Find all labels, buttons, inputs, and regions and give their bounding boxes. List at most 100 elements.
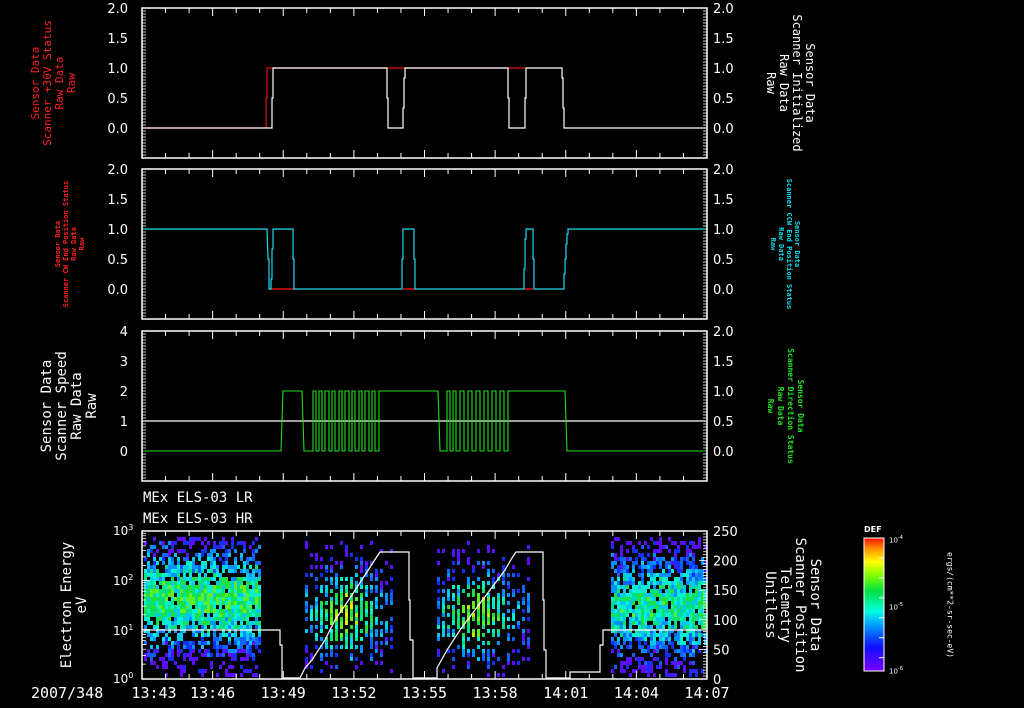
spectrogram-cell bbox=[477, 617, 480, 621]
spectrogram-cell bbox=[365, 601, 368, 605]
spectrogram-cell bbox=[150, 601, 153, 605]
spectrogram-cell bbox=[168, 569, 171, 573]
spectrogram-cell bbox=[641, 621, 644, 625]
spectrogram-cell bbox=[219, 557, 222, 561]
spectrogram-cell bbox=[240, 621, 243, 625]
panel-2-left-label: Sensor Data Scanner CW End Position Stat… bbox=[40, 169, 100, 319]
spectrogram-cell bbox=[315, 601, 318, 605]
spectrogram-cell bbox=[213, 589, 216, 593]
spectrogram-cell bbox=[216, 593, 219, 597]
spectrogram-cell bbox=[192, 657, 195, 661]
spectrogram-cell bbox=[222, 661, 225, 665]
spectrogram-cell bbox=[335, 577, 338, 581]
spectrogram-cell bbox=[442, 605, 445, 609]
spectrogram-cell bbox=[674, 553, 677, 557]
spectrogram-cell bbox=[183, 657, 186, 661]
spectrogram-cell bbox=[662, 597, 665, 601]
spectrogram-cell bbox=[198, 589, 201, 593]
spectrogram-cell bbox=[177, 645, 180, 649]
spectrogram-cell bbox=[662, 545, 665, 549]
spectrogram-cell bbox=[452, 553, 455, 557]
spectrogram-cell bbox=[144, 653, 147, 657]
spectrogram-cell bbox=[692, 593, 695, 597]
spectrogram-cell bbox=[350, 637, 353, 641]
spectrogram-cell bbox=[689, 585, 692, 589]
spectrogram-cell bbox=[692, 669, 695, 673]
spectrogram-cell bbox=[674, 613, 677, 617]
spectrogram-cell bbox=[213, 621, 216, 625]
spectrogram-cell bbox=[204, 537, 207, 541]
spectrogram-cell bbox=[335, 593, 338, 597]
spectrogram-cell bbox=[258, 629, 261, 633]
spectrogram-cell bbox=[240, 557, 243, 561]
spectrogram-cell bbox=[237, 609, 240, 613]
spectrogram-cell bbox=[231, 609, 234, 613]
spectrogram-cell bbox=[222, 597, 225, 601]
spectrogram-cell bbox=[686, 649, 689, 653]
spectrogram-cell bbox=[234, 569, 237, 573]
spectrogram-cell bbox=[243, 641, 246, 645]
spectrogram-cell bbox=[171, 645, 174, 649]
spectrogram-cell bbox=[452, 569, 455, 573]
spectrogram-cell bbox=[671, 597, 674, 601]
label-line: Scanner Speed bbox=[54, 351, 70, 461]
spectrogram-cell bbox=[704, 589, 707, 593]
spectrogram-cell bbox=[228, 605, 231, 609]
spectrogram-cell bbox=[246, 645, 249, 649]
spectrogram-cell bbox=[644, 637, 647, 641]
spectrogram-cell bbox=[617, 569, 620, 573]
spectrogram-cell bbox=[704, 577, 707, 581]
spectrogram-cell bbox=[644, 633, 647, 637]
spectrogram-cell bbox=[234, 625, 237, 629]
spectrogram-cell bbox=[325, 585, 328, 589]
spectrogram-cell bbox=[659, 601, 662, 605]
spectrogram-cell bbox=[225, 561, 228, 565]
spectrogram-cell bbox=[219, 597, 222, 601]
spectrogram-cell bbox=[320, 621, 323, 625]
spectrogram-cell bbox=[677, 593, 680, 597]
spectrogram-cell bbox=[147, 581, 150, 585]
spectrogram-cell bbox=[650, 613, 653, 617]
spectrogram-cell bbox=[243, 589, 246, 593]
y-tick-label: 0 bbox=[120, 445, 128, 460]
spectrogram-cell bbox=[665, 577, 668, 581]
spectrogram-cell bbox=[620, 561, 623, 565]
spectrogram-cell bbox=[623, 577, 626, 581]
spectrogram-cell bbox=[467, 621, 470, 625]
spectrogram-cell bbox=[310, 609, 313, 613]
spectrogram-cell bbox=[692, 541, 695, 545]
spectrogram-cell bbox=[222, 541, 225, 545]
panel-1-ticks bbox=[141, 7, 708, 159]
spectrogram-cell bbox=[614, 593, 617, 597]
spectrogram-cell bbox=[325, 645, 328, 649]
spectrogram-cell bbox=[662, 645, 665, 649]
tick-base: 10 bbox=[113, 574, 129, 588]
spectrogram-cell bbox=[243, 613, 246, 617]
spectrogram-cell bbox=[174, 605, 177, 609]
spectrogram-cell bbox=[502, 617, 505, 621]
spectrogram-cell bbox=[243, 657, 246, 661]
spectrogram-cell bbox=[487, 609, 490, 613]
spectrogram-cell bbox=[467, 665, 470, 669]
spectrogram-cell bbox=[641, 633, 644, 637]
spectrogram-cell bbox=[659, 641, 662, 645]
spectrogram-cell bbox=[231, 569, 234, 573]
spectrogram-cell bbox=[320, 617, 323, 621]
spectrogram-cell bbox=[246, 597, 249, 601]
spectrogram-cell bbox=[698, 601, 701, 605]
spectrogram-cell bbox=[683, 653, 686, 657]
spectrogram-cell bbox=[462, 609, 465, 613]
spectrogram-cell bbox=[335, 637, 338, 641]
spectrogram-cell bbox=[677, 629, 680, 633]
spectrogram-cell bbox=[171, 589, 174, 593]
spectrogram-cell bbox=[228, 601, 231, 605]
spectrogram-cell bbox=[255, 609, 258, 613]
label-line: Sensor Data bbox=[807, 558, 823, 652]
spectrogram-cell bbox=[502, 665, 505, 669]
spectrogram-cell bbox=[695, 641, 698, 645]
spectrogram-cell bbox=[201, 605, 204, 609]
spectrogram-cell bbox=[662, 609, 665, 613]
spectrogram-cell bbox=[644, 617, 647, 621]
spectrogram-cell bbox=[219, 621, 222, 625]
spectrogram-cell bbox=[183, 601, 186, 605]
